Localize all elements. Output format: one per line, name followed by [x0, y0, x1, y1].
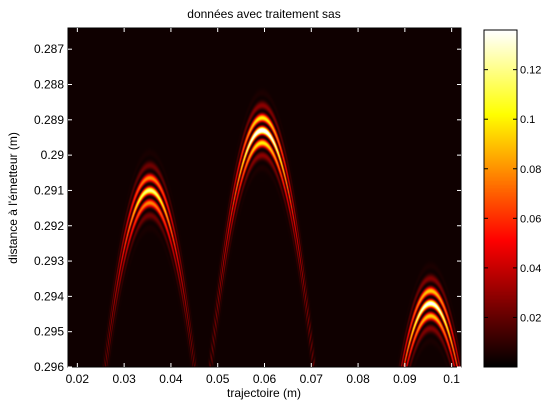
y-tick-label: 0.288: [34, 78, 64, 92]
colorbar: 0.02 0.04 0.06 0.08 0.1 0.12: [483, 29, 541, 368]
x-tick-label: 0.02: [66, 372, 90, 386]
y-tick-label: 0.293: [34, 254, 64, 268]
colorbar-tick-label: 0.08: [520, 164, 541, 176]
y-tick-label: 0.294: [34, 289, 64, 303]
colorbar-gradient: [484, 30, 517, 367]
x-tick-label: 0.06: [253, 372, 277, 386]
heatmap-plot-area: [67, 27, 462, 368]
x-tick-label: 0.07: [300, 372, 324, 386]
x-axis: 0.02 0.03 0.04 0.05 0.06 0.07 0.08 0.09 0.1: [66, 28, 460, 386]
y-tick-label: 0.287: [34, 42, 64, 56]
x-tick-label: 0.05: [206, 372, 230, 386]
heatmap-image: [68, 28, 461, 367]
y-axis-label: distance à l'émetteur (m): [6, 132, 20, 264]
y-tick-label: 0.296: [34, 360, 64, 374]
colorbar-ticks: 0.02 0.04 0.06 0.08 0.1 0.12: [484, 65, 541, 324]
colorbar-tick-label: 0.12: [520, 65, 541, 77]
x-tick-label: 0.09: [393, 372, 417, 386]
colorbar-tick-label: 0.02: [520, 312, 541, 324]
colorbar-tick-label: 0.06: [520, 213, 541, 225]
x-tick-label: 0.04: [159, 372, 183, 386]
y-tick-label: 0.295: [34, 325, 64, 339]
y-tick-label: 0.291: [34, 183, 64, 197]
colorbar-tick-label: 0.04: [520, 263, 541, 275]
y-tick-label: 0.292: [34, 219, 64, 233]
y-tick-label: 0.289: [34, 113, 64, 127]
colorbar-frame: [483, 29, 518, 368]
x-tick-label: 0.03: [112, 372, 136, 386]
y-tick-label: 0.29: [41, 148, 65, 162]
colorbar-tick-label: 0.1: [520, 114, 535, 126]
x-tick-label: 0.1: [443, 372, 460, 386]
chart-title: données avec traitement sas: [187, 7, 340, 21]
x-axis-label: trajectoire (m): [227, 386, 301, 400]
x-tick-label: 0.08: [346, 372, 370, 386]
y-axis: 0.287 0.288 0.289 0.29 0.291 0.292 0.293 0.294 0…: [34, 42, 461, 374]
